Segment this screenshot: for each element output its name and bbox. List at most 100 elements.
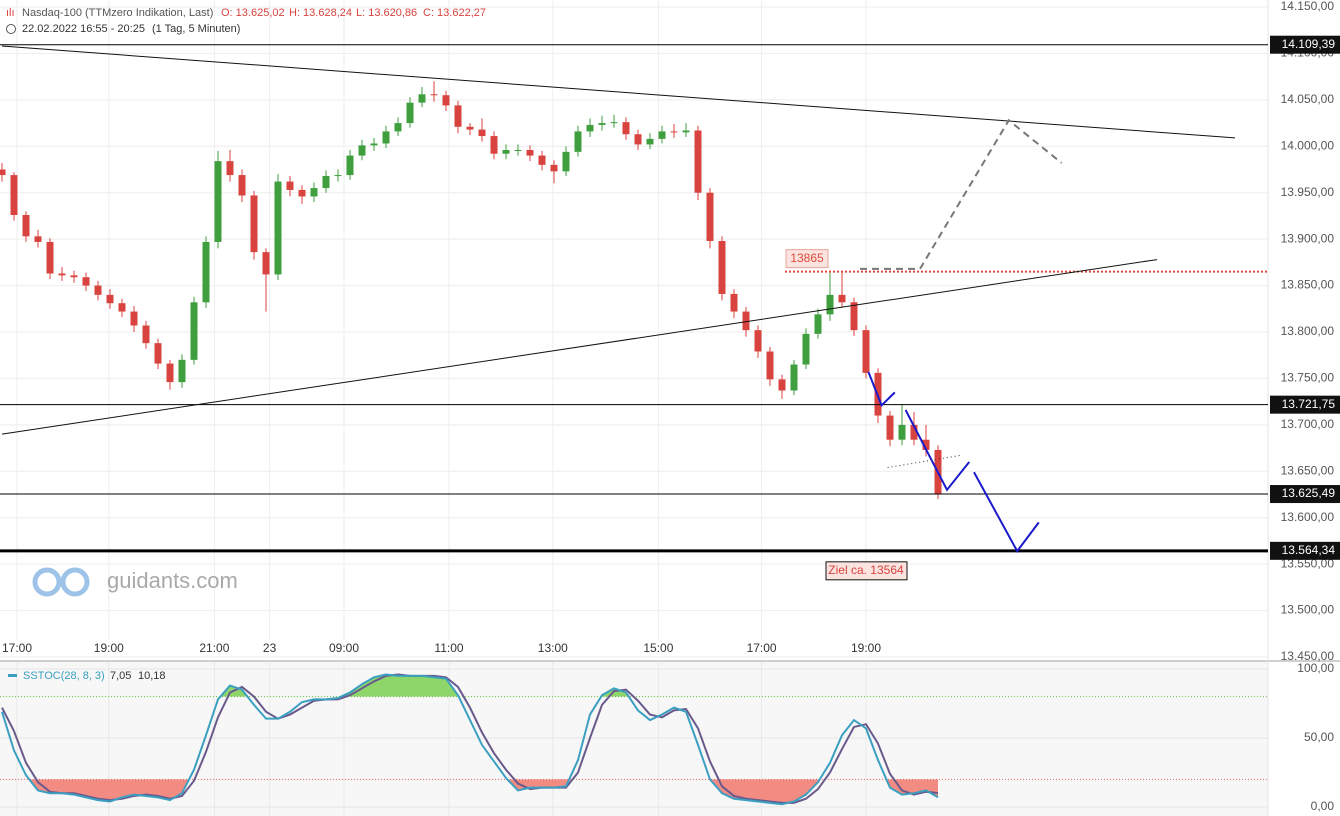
price-badge-label: 13.721,75 — [1282, 397, 1336, 411]
x-tick-label: 11:00 — [434, 641, 463, 655]
candle-body — [718, 241, 726, 294]
candle-body — [598, 123, 606, 125]
candle-body — [634, 134, 642, 145]
candle-body — [58, 273, 66, 276]
indicator-value: 7,05 — [110, 670, 131, 682]
candle-body — [826, 294, 834, 315]
watermark: guidants.com — [32, 567, 238, 597]
candle-body — [610, 122, 618, 124]
candle-body — [550, 164, 558, 172]
legend-icon: ılı — [6, 7, 15, 19]
candle-body — [502, 150, 510, 154]
candle-body — [106, 294, 114, 304]
trend-line — [867, 371, 896, 408]
candle-body — [82, 277, 90, 286]
candle-body — [526, 150, 534, 156]
candle-body — [622, 122, 630, 135]
candle-body — [646, 138, 654, 145]
y-tick-label: 13.650,00 — [1281, 463, 1335, 477]
plot — [0, 44, 1268, 553]
indicator-line — [1, 673, 939, 804]
legend-stat: H: 13.628,24 — [289, 7, 352, 19]
candle-body — [178, 359, 186, 383]
trend-line — [887, 455, 960, 469]
candle-body — [478, 129, 486, 137]
x-tick-label: 21:00 — [199, 641, 229, 655]
candle-body — [682, 130, 690, 133]
y-tick-label: 0,00 — [1311, 799, 1335, 813]
candle-body — [358, 145, 366, 156]
candle-body — [346, 155, 354, 176]
price-badge-label: 14.109,39 — [1282, 37, 1336, 51]
candle-body — [514, 150, 522, 151]
candle-body — [694, 130, 702, 193]
x-tick-label: 19:00 — [94, 641, 124, 655]
candle-body — [658, 131, 666, 139]
y-tick-label: 14.150,00 — [1281, 0, 1335, 13]
candle-body — [574, 131, 582, 152]
candle-body — [286, 181, 294, 190]
candle-body — [142, 325, 150, 344]
candle-body — [262, 252, 270, 275]
x-tick-label: 17:00 — [2, 641, 32, 655]
trend-line — [1, 45, 1236, 139]
candle-body — [0, 169, 6, 176]
candle-body — [334, 175, 342, 177]
candle-body — [418, 94, 426, 103]
marker-label: 13865 — [790, 251, 824, 265]
target-box — [825, 561, 908, 581]
price-badge — [1270, 395, 1340, 414]
y-tick-label: 13.750,00 — [1281, 371, 1335, 385]
legend-period: (1 Tag, 5 Minuten) — [152, 23, 240, 35]
trend-line — [1, 259, 1158, 435]
candle-body — [730, 293, 738, 312]
candle-body — [202, 241, 210, 303]
candle-body — [274, 181, 282, 275]
candle-body — [310, 188, 318, 197]
y-tick-label: 13.450,00 — [1281, 649, 1335, 663]
price-badge — [1270, 541, 1340, 560]
candle-body — [850, 302, 858, 331]
x-tick-label: 13:00 — [538, 641, 568, 655]
y-tick-label: 14.050,00 — [1281, 92, 1335, 106]
candle-body — [214, 161, 222, 242]
candle-body — [670, 131, 678, 133]
target-label: Ziel ca. 13564 — [828, 563, 904, 577]
legend-stat: O: 13.625,02 — [221, 7, 285, 19]
candle-body — [922, 439, 930, 450]
candle-body — [322, 176, 330, 189]
price-badge — [1270, 35, 1340, 54]
candle-body — [46, 241, 54, 274]
candle-body — [238, 175, 246, 196]
y-tick-label: 13.900,00 — [1281, 231, 1335, 245]
candle-body — [166, 363, 174, 383]
grid — [0, 0, 1268, 816]
trend-line — [973, 471, 1040, 553]
candle-body — [190, 302, 198, 360]
x-tick-label: 15:00 — [643, 641, 673, 655]
y-tick-label: 13.600,00 — [1281, 510, 1335, 524]
candle-body — [118, 303, 126, 312]
candle-body — [586, 124, 594, 132]
candle-body — [154, 343, 162, 364]
x-tick-label: 19:00 — [851, 641, 881, 655]
price-badge-label: 13.625,49 — [1282, 486, 1336, 500]
y-tick-label: 13.850,00 — [1281, 278, 1335, 292]
x-tick-label: 09:00 — [329, 641, 359, 655]
indicator-background — [0, 662, 1268, 816]
candle-body — [10, 175, 18, 215]
candle-body — [490, 136, 498, 154]
candle-body — [838, 294, 846, 303]
price-badge — [1270, 485, 1340, 504]
candle-body — [370, 143, 378, 146]
y-tick-label: 13.950,00 — [1281, 185, 1335, 199]
candle-body — [886, 415, 894, 440]
indicator-line — [1, 673, 939, 806]
candle-body — [382, 131, 390, 144]
candle-body — [454, 105, 462, 127]
watermark-text: guidants.com — [107, 568, 238, 593]
indicator-plot — [0, 673, 1268, 806]
y-tick-label: 13.800,00 — [1281, 324, 1335, 338]
legend-stat: L: 13.620,86 — [356, 7, 417, 19]
